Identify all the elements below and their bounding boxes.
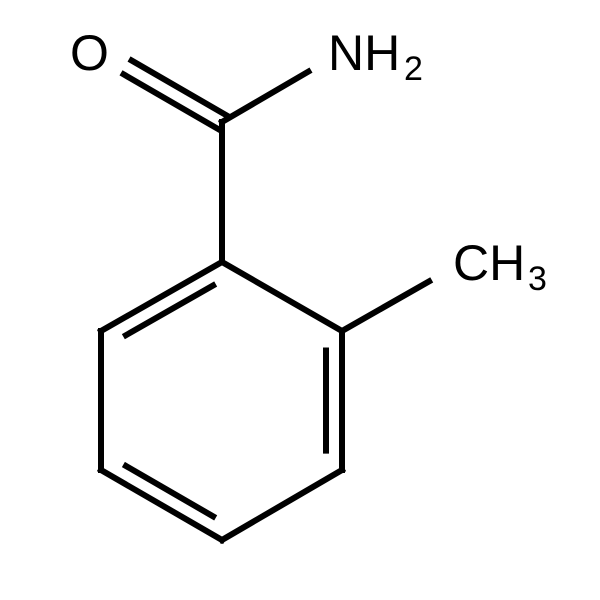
- atom-label-oxygen: O: [70, 25, 109, 81]
- atom-label-methyl: CH: [453, 235, 525, 291]
- atom-label-methyl-sub: 3: [528, 260, 547, 298]
- chemical-structure: O NH2 CH3: [0, 0, 600, 600]
- atom-label-amine: NH: [328, 25, 400, 81]
- atom-label-amine-sub: 2: [404, 50, 423, 88]
